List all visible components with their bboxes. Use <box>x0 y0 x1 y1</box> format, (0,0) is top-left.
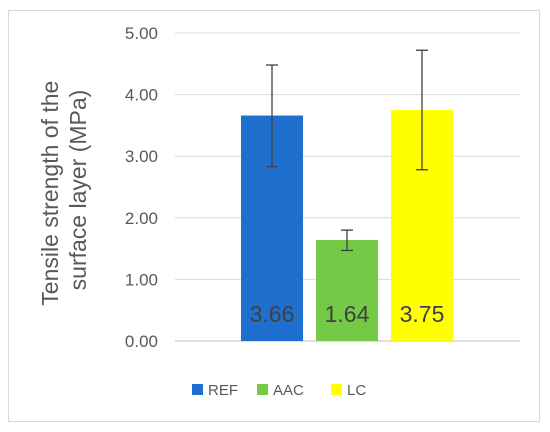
error-bar-aac <box>341 229 353 252</box>
error-bar-lc <box>416 49 428 171</box>
y-tick-label: 3.00 <box>125 147 158 166</box>
legend-label: LC <box>347 382 366 399</box>
legend-swatch <box>331 384 342 395</box>
legend-item-ref: REF <box>192 382 238 399</box>
gridlines <box>175 32 520 280</box>
error-bar-ref <box>266 64 278 168</box>
legend: REF AAC LC <box>192 382 366 399</box>
data-label-ref: 3.66 <box>250 301 295 327</box>
y-tick-label: 4.00 <box>125 86 158 105</box>
legend-swatch <box>257 384 268 395</box>
data-label-lc: 3.75 <box>400 301 445 327</box>
y-axis-label: Tensile strength of the surface layer (M… <box>37 74 91 305</box>
data-labels: 3.66 1.64 3.75 <box>250 301 445 327</box>
legend-item-aac: AAC <box>257 382 304 399</box>
y-tick-label: 1.00 <box>125 270 158 289</box>
error-bars <box>266 49 428 252</box>
bar-aac <box>316 239 378 341</box>
legend-swatch <box>192 384 203 395</box>
legend-item-lc: LC <box>331 382 366 399</box>
data-label-aac: 1.64 <box>325 301 370 327</box>
legend-label: REF <box>208 382 238 399</box>
y-tick-label: 5.00 <box>125 24 158 43</box>
y-axis-label-line-1: Tensile strength of the <box>37 81 63 306</box>
y-axis-tick-labels: 0.00 1.00 2.00 3.00 4.00 5.00 <box>125 24 158 351</box>
y-tick-label: 0.00 <box>125 332 158 351</box>
legend-label: AAC <box>273 382 304 399</box>
y-tick-label: 2.00 <box>125 209 158 228</box>
y-axis-label-line-2: surface layer (MPa) <box>65 90 91 291</box>
